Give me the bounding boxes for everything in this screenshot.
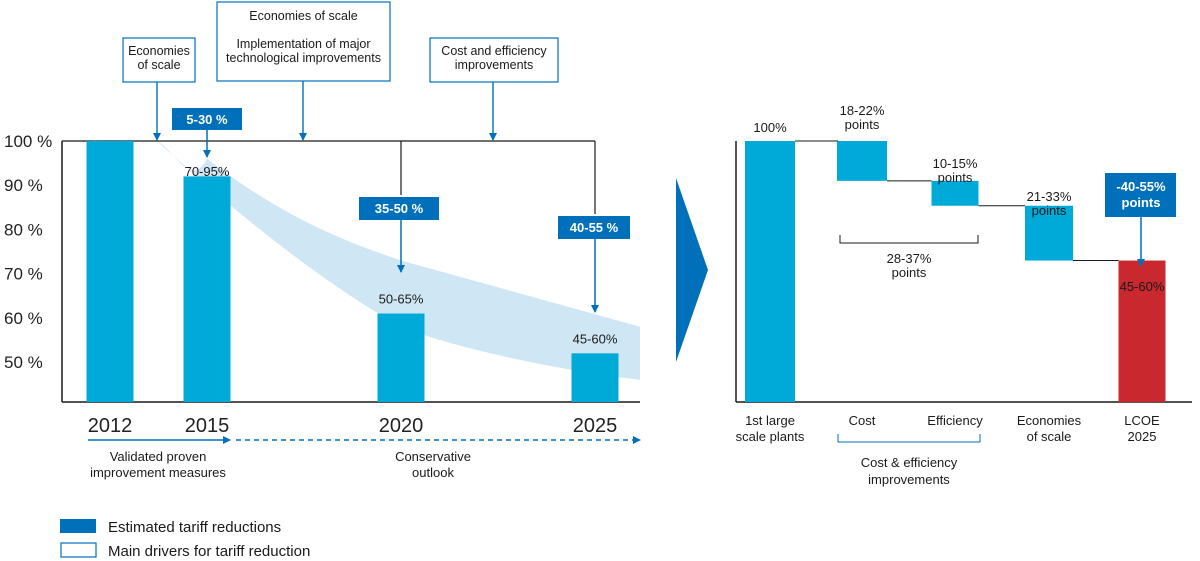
- driver-box-text-line: of scale: [137, 58, 180, 72]
- bar-2012: [86, 141, 134, 402]
- driver-box-text-line: Economies of scale: [249, 9, 357, 23]
- x-tick-label: 2015: [185, 415, 230, 437]
- timeline-solid-label-line: Validated proven: [110, 449, 207, 464]
- reduction-badge-label: 40-55 %: [570, 220, 619, 235]
- x-tick-label: 2025: [573, 415, 618, 437]
- y-tick-label: 80 %: [4, 220, 43, 239]
- waterfall-category-label-line: of scale: [1027, 429, 1072, 444]
- legend: Estimated tariff reductions Main drivers …: [60, 519, 310, 560]
- x-tick-label: 2020: [379, 415, 424, 437]
- total-reduction-badge-label-line: points: [1122, 195, 1161, 210]
- driver-box-text-line: Implementation of major: [236, 37, 370, 51]
- bar-2015: [183, 176, 231, 402]
- waterfall-value-label-line: 10-15%: [933, 156, 978, 171]
- reduction-badge-label: 35-50 %: [375, 201, 424, 216]
- waterfall-value-label-line: 45-60%: [1120, 279, 1165, 294]
- waterfall-bar-1st-large-scale-plants: [745, 141, 795, 402]
- waterfall-category-label-line: 1st large: [745, 413, 795, 428]
- y-tick-label: 50 %: [4, 353, 43, 372]
- y-tick-label: 70 %: [4, 265, 43, 284]
- driver-box-cost-efficiency: [429, 37, 559, 83]
- timeline-solid-label-line: improvement measures: [90, 465, 226, 480]
- bottom-group-bracket: [837, 434, 981, 443]
- driver-box-scale-and-tech: [216, 1, 391, 82]
- waterfall-bar-economies-of-scale: [1025, 205, 1073, 261]
- reduction-badge-2015: [172, 108, 242, 130]
- waterfall-value-label-line: 100%: [753, 120, 787, 135]
- group-bracket-label-line: points: [892, 265, 927, 280]
- driver-box-text-line: technological improvements: [226, 51, 381, 65]
- legend-swatch-estimated: [60, 519, 96, 533]
- transition-arrow-icon: [676, 178, 708, 362]
- waterfall-bar-efficiency: [931, 180, 979, 206]
- bar-2020: [377, 313, 425, 402]
- waterfall-value-label-line: 18-22%: [840, 103, 885, 118]
- timeline-dashed-label-line: Conservative: [395, 449, 471, 464]
- waterfall-category-label-line: 2025: [1128, 429, 1157, 444]
- legend-label-estimated: Estimated tariff reductions: [108, 519, 281, 536]
- data-label: 45-60%: [573, 331, 618, 346]
- group-bracket: [839, 235, 979, 244]
- driver-box-text-line: improvements: [455, 58, 534, 72]
- waterfall-value-label-line: points: [1032, 203, 1067, 218]
- reduction-badge-2025: [558, 216, 630, 239]
- bar-2025: [571, 353, 619, 402]
- x-tick-label: 2012: [88, 415, 133, 437]
- waterfall-bar-cost: [837, 141, 887, 181]
- legend-swatch-drivers: [60, 542, 97, 558]
- waterfall-value-label-line: 21-33%: [1027, 189, 1072, 204]
- data-label: 50-65%: [379, 292, 424, 307]
- tariff-reduction-band: [157, 141, 640, 380]
- waterfall-category-label-line: LCOE: [1124, 413, 1160, 428]
- waterfall-category-label-line: Economies: [1017, 413, 1082, 428]
- waterfall-category-label-line: Cost: [849, 413, 876, 428]
- reduction-badge-label: 5-30 %: [186, 112, 228, 127]
- reduction-badge-2020: [359, 197, 439, 220]
- bottom-group-label-line: improvements: [868, 472, 950, 487]
- driver-box-text-line: Cost and efficiency: [441, 44, 547, 58]
- group-bracket-label-line: 28-37%: [887, 251, 932, 266]
- timeline-dashed-label-line: outlook: [412, 465, 454, 480]
- y-tick-label: 90 %: [4, 176, 43, 195]
- total-reduction-badge: [1105, 173, 1176, 217]
- waterfall-category-label-line: Efficiency: [927, 413, 983, 428]
- waterfall-value-label-line: points: [845, 117, 880, 132]
- transition-arrow-shape: [676, 178, 708, 362]
- waterfall-bar-lcoe-2025: [1118, 260, 1166, 402]
- data-label: 70-95%: [185, 164, 230, 179]
- total-reduction-badge-label-line: -40-55%: [1116, 179, 1166, 194]
- bottom-group-label-line: Cost & efficiency: [861, 455, 958, 470]
- driver-box-text-line: Economies: [128, 44, 190, 58]
- legend-label-drivers: Main drivers for tariff reduction: [108, 543, 310, 560]
- waterfall-value-label-line: points: [938, 170, 973, 185]
- y-tick-label: 60 %: [4, 309, 43, 328]
- tariff-projection-chart: 100 % 90 % 80 % 70 % 60 % 50 % 2012 2015 70-95% 2…: [4, 1, 641, 480]
- waterfall-category-label-line: scale plants: [736, 429, 805, 444]
- y-tick-label: 100 %: [4, 132, 52, 151]
- driver-box-economies-of-scale: [122, 37, 196, 83]
